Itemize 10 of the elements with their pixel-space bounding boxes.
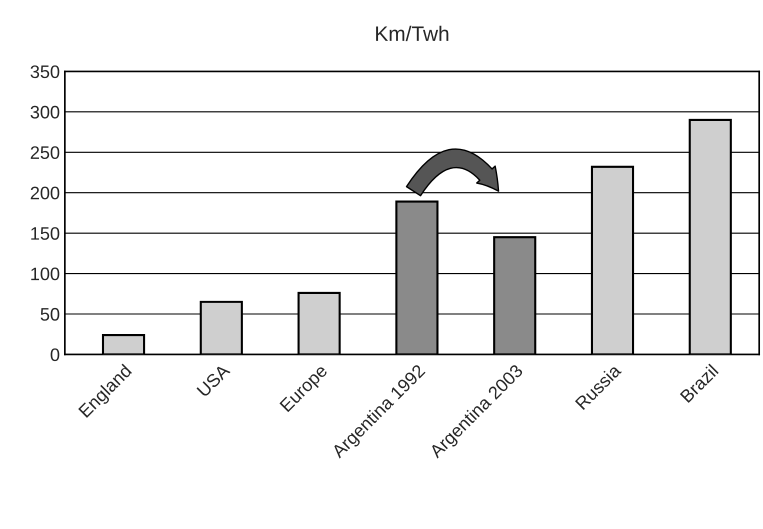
y-tick-label: 300 <box>30 106 60 119</box>
y-tick-label: 0 <box>50 348 60 362</box>
x-tick-label: USA <box>196 363 231 398</box>
y-tick-label: 250 <box>30 146 60 159</box>
y-tick-label: 150 <box>31 227 60 240</box>
y-tick-label: 200 <box>30 186 60 200</box>
y-tick-label: 350 <box>30 65 60 78</box>
y-tick-label: 50 <box>40 308 60 321</box>
y-tick-label: 100 <box>31 268 60 280</box>
chart-title: Km/Twh <box>376 26 448 42</box>
